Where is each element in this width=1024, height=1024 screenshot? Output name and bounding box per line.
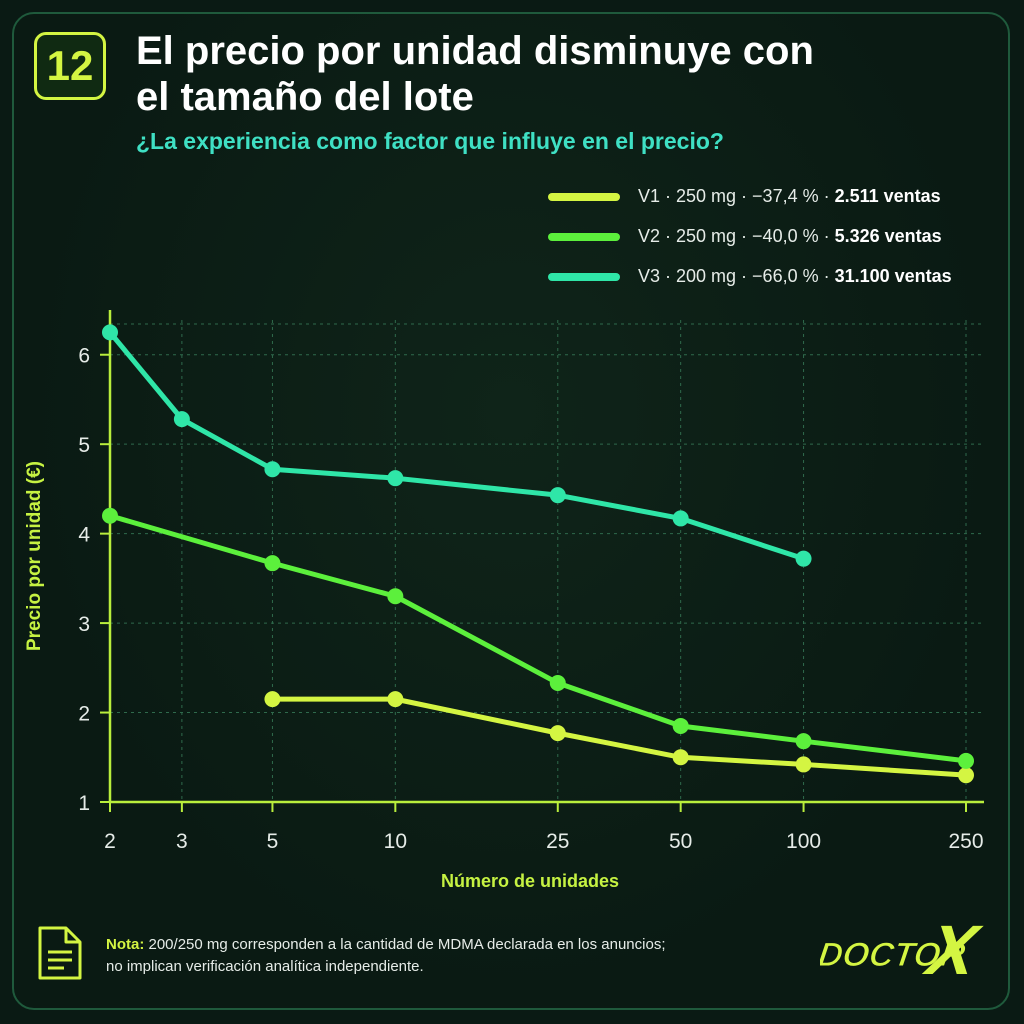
logo-text-doctor: DOCTOR [820, 936, 968, 974]
x-tick-label: 100 [786, 830, 821, 853]
data-point-v1 [795, 756, 812, 773]
y-tick-label: 2 [78, 703, 90, 726]
data-point-v3 [387, 470, 404, 487]
x-tick-label: 50 [669, 830, 692, 853]
data-point-v2 [958, 752, 974, 769]
data-point-v2 [264, 555, 281, 572]
data-point-v3 [264, 461, 281, 478]
data-point-v3 [549, 487, 566, 504]
x-tick-label: 250 [948, 830, 983, 853]
y-tick-label: 3 [78, 613, 90, 636]
data-point-v1 [264, 691, 281, 708]
page-subtitle: ¿La experiencia como factor que influye … [136, 128, 724, 154]
footnote-line-2: no implican verificación analítica indep… [106, 958, 424, 975]
x-tick-label: 10 [384, 830, 407, 853]
series-line-v1 [269, 696, 969, 778]
card-frame [12, 12, 1010, 1010]
data-point-v1 [672, 749, 689, 766]
data-point-v2 [387, 588, 404, 605]
data-point-v3 [795, 550, 812, 567]
page-title: El precio por unidad disminuye con el ta… [136, 28, 936, 120]
x-axis-title: Número de unidades [440, 871, 620, 891]
x-tick-label: 5 [267, 830, 279, 853]
legend-swatch-v3 [548, 273, 620, 281]
x-tick-label: 3 [176, 830, 188, 853]
data-point-v2 [795, 733, 812, 750]
footnote-label: Nota: [106, 936, 145, 953]
legend-label-v3: V3 · 200 mg · −66,0 % · 31.100 ventas [638, 266, 952, 286]
y-axis-title: Precio por unidad (€) [24, 461, 45, 651]
legend-swatch-v1 [548, 193, 620, 201]
series-line-v3 [107, 329, 807, 562]
y-tick-label: 6 [78, 345, 90, 368]
data-point-v3 [672, 510, 689, 527]
footnote: Nota: 200/250 mg corresponden a la canti… [106, 934, 806, 978]
x-tick-label: 25 [546, 830, 569, 853]
document-icon [38, 926, 82, 980]
doctor-x-logo: DOCTOR X [820, 910, 987, 988]
y-tick-label: 5 [78, 434, 90, 457]
y-tick-label: 4 [78, 524, 90, 547]
footnote-line-1: 200/250 mg corresponden a la cantidad de… [144, 936, 666, 953]
data-point-v3 [102, 324, 118, 341]
data-point-v2 [672, 717, 689, 734]
y-tick-label: 1 [78, 792, 90, 815]
data-point-v1 [958, 767, 974, 784]
data-point-v2 [549, 675, 566, 692]
data-point-v2 [102, 507, 118, 524]
legend-label-v2: V2 · 250 mg · −40,0 % · 5.326 ventas [638, 226, 942, 246]
legend-label-v1: V1 · 250 mg · −37,4 % · 2.511 ventas [638, 186, 941, 206]
data-point-v1 [387, 691, 404, 708]
data-point-v3 [173, 411, 190, 428]
slide-number-badge: 12 [34, 32, 106, 100]
series-line-v2 [107, 513, 969, 764]
legend-swatch-v2 [548, 233, 620, 241]
title-line-2: el tamaño del lote [136, 75, 474, 119]
logo-text-x: X [918, 910, 986, 988]
title-line-1: El precio por unidad disminuye con [136, 29, 814, 73]
x-tick-label: 2 [104, 830, 116, 853]
data-point-v1 [549, 725, 566, 742]
